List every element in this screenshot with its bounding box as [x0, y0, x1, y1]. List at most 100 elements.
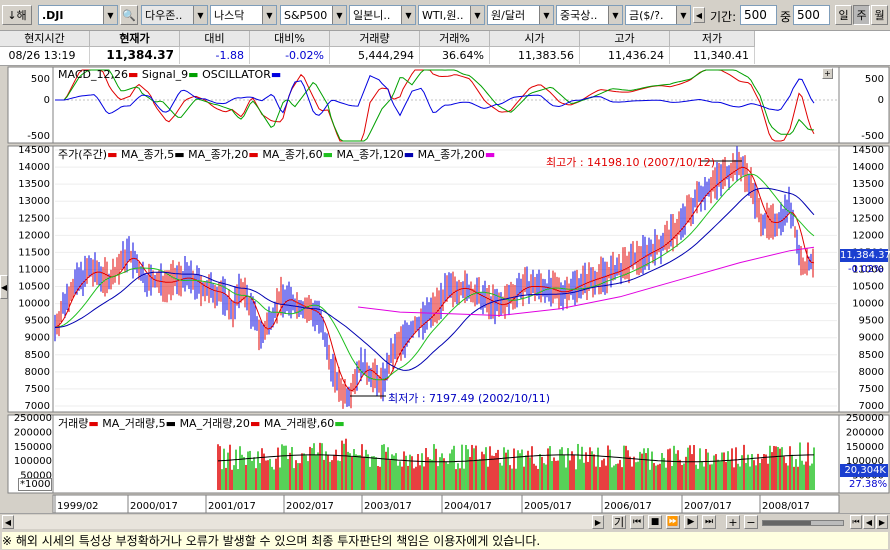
price-ytick-right: 11000	[852, 264, 884, 275]
quote-header-1: 현재가	[90, 31, 180, 47]
macd-settings-button[interactable]: +	[822, 68, 833, 79]
signal-line	[55, 69, 814, 142]
macd-legend-macd: MACD_12,26	[58, 68, 128, 81]
price-ytick-left: 14000	[18, 162, 50, 173]
prev-page-button[interactable]: ◀	[863, 515, 875, 529]
plus-icon: +	[824, 69, 831, 78]
x-axis-label: 2007/017	[684, 501, 732, 512]
rewind-button[interactable]: ⏮	[630, 515, 644, 529]
quote-header-4: 거래량	[330, 31, 420, 47]
macd-legend-osc: OSCILLATOR	[202, 68, 271, 81]
x-axis-label: 2004/017	[444, 501, 492, 512]
price-ytick-left: 10000	[18, 299, 50, 310]
period-input[interactable]: 500	[740, 5, 777, 25]
current-change: -0.02%	[848, 264, 884, 275]
volume-ytick-right: 150000	[846, 442, 884, 453]
scrollbar-thumb[interactable]: ▶	[592, 515, 604, 529]
nav-bar: ◀ ▶ 기 ⏮ ■ ⏩ ▶ ⏭ + − ⏮ ◀ ▶	[0, 513, 890, 531]
x-axis-label: 2001/017	[208, 501, 256, 512]
quote-value-8: 11,340.41	[670, 47, 755, 64]
zoom-toggle[interactable]: 기	[612, 515, 626, 529]
price-ytick-right: 7500	[859, 384, 884, 395]
price-ytick-left: 12000	[18, 230, 50, 241]
index-dropdown-3[interactable]: S&P500 ▼	[280, 5, 347, 25]
minus-icon: −	[746, 515, 756, 529]
x-axis-label: 2003/017	[364, 501, 412, 512]
price-ytick-right: 9500	[859, 316, 884, 327]
price-ytick-left: 9000	[25, 333, 50, 344]
next-page-button[interactable]: ▶	[876, 515, 888, 529]
code-type-dropdown[interactable]: ↓ 해	[2, 5, 32, 25]
price-legend-ma60: MA_종가,60	[262, 148, 323, 161]
zoom-in-button[interactable]: +	[726, 515, 740, 529]
quote-header-0: 현지시간	[0, 31, 90, 47]
macd-ytick-right: -500	[861, 131, 884, 142]
macd-line	[55, 69, 815, 142]
index-dropdown-5[interactable]: WTI,원.. ▼	[418, 5, 485, 25]
ma60-line	[54, 173, 815, 381]
quote-table: 현지시간 08/26 13:19 현재가 11,384.37 대비 -1.88 대비% -0.…	[0, 31, 890, 66]
fast-forward-icon: ⏩	[667, 517, 679, 527]
horizontal-scrollbar[interactable]	[14, 515, 592, 529]
monthly-button[interactable]: 월	[871, 5, 888, 25]
price-ytick-left: 11500	[18, 247, 50, 258]
price-ytick-left: 8000	[25, 367, 50, 378]
quote-header-7: 고가	[580, 31, 670, 47]
quote-value-7: 11,436.24	[580, 47, 670, 64]
scroll-left-button[interactable]: ◀	[693, 7, 705, 23]
index-dropdown-6[interactable]: 원/달러 ▼	[487, 5, 554, 25]
macd-ytick-left: 500	[31, 74, 50, 85]
zoom-out-button[interactable]: −	[744, 515, 758, 529]
volume-ytick-right: 100000	[846, 456, 884, 467]
volume-ytick-left: 100000	[14, 456, 52, 467]
volume-legend-ma60: MA_거래량,60	[263, 417, 335, 430]
index-dropdown-4[interactable]: 일본니.. ▼	[349, 5, 416, 25]
play-icon: ▶	[687, 517, 695, 527]
price-ytick-left: 8500	[25, 350, 50, 361]
price-ytick-right: 13500	[852, 179, 884, 190]
index-dropdown-7[interactable]: 중국상.. ▼	[556, 5, 623, 25]
price-ytick-left: 13000	[18, 196, 50, 207]
quote-value-5: 36.64%	[420, 47, 490, 64]
daily-button[interactable]: 일	[835, 5, 852, 25]
zoom-slider[interactable]	[762, 520, 844, 526]
chevron-down-icon[interactable]: ▼	[103, 6, 117, 24]
volume-legend: 거래량▬ MA_거래량,5▬ MA_거래량,20▬ MA_거래량,60▬	[58, 417, 345, 430]
price-ytick-left: 11000	[18, 264, 50, 275]
price-ytick-left: 14500	[18, 145, 50, 156]
price-ytick-right: 14500	[852, 145, 884, 156]
index-dropdown-1[interactable]: 다우존.. ▼	[141, 5, 208, 25]
quote-value-6: 11,383.56	[490, 47, 580, 64]
first-page-button[interactable]: ⏮	[850, 515, 862, 529]
weekly-button[interactable]: 주	[853, 5, 870, 25]
index-dropdown-2[interactable]: 나스닥 ▼	[210, 5, 277, 25]
play-button[interactable]: ▶	[684, 515, 698, 529]
price-legend: 주가(주간)▬ MA_종가,5▬ MA_종가,20▬ MA_종가,60▬ MA_…	[58, 148, 496, 161]
count-input[interactable]: 500	[793, 5, 830, 25]
stop-button[interactable]: ■	[648, 515, 662, 529]
price-ytick-right: 8500	[859, 350, 884, 361]
symbol-input[interactable]: .DJI ▼	[38, 5, 118, 25]
end-button[interactable]: ⏭	[702, 515, 716, 529]
prev-icon: ◀	[865, 517, 873, 527]
search-button[interactable]: 🔍	[120, 5, 138, 25]
price-legend-ma200: MA_종가,200	[417, 148, 485, 161]
macd-axis-left	[7, 66, 54, 144]
current-volume-badge: 20,304K	[840, 464, 888, 477]
fast-forward-button[interactable]: ⏩	[666, 515, 680, 529]
triangle-left-icon: ◀	[0, 282, 8, 292]
price-ytick-right: 12500	[852, 213, 884, 224]
ma200-line	[357, 246, 815, 317]
index-dropdown-8[interactable]: 금($/?. ▼	[625, 5, 691, 25]
price-ytick-right: 9000	[859, 333, 884, 344]
x-axis-label: 1999/02	[57, 501, 99, 512]
macd-legend: MACD_12,26▬ Signal_9▬ OSCILLATOR▬	[58, 68, 282, 81]
price-axis-right	[838, 145, 890, 413]
price-ytick-right: 10000	[852, 299, 884, 310]
x-axis-label: 2000/017	[130, 501, 178, 512]
first-icon: ⏮	[852, 517, 860, 526]
quote-header-3: 대비%	[250, 31, 330, 47]
scrollbar-left-arrow[interactable]: ◀	[2, 515, 14, 529]
ma20-line	[54, 166, 815, 392]
toolbar: ↓ 해 .DJI ▼ 🔍 다우존.. ▼ 나스닥 ▼ S&P500 ▼ 일본니.. ▼ WT…	[0, 0, 890, 31]
